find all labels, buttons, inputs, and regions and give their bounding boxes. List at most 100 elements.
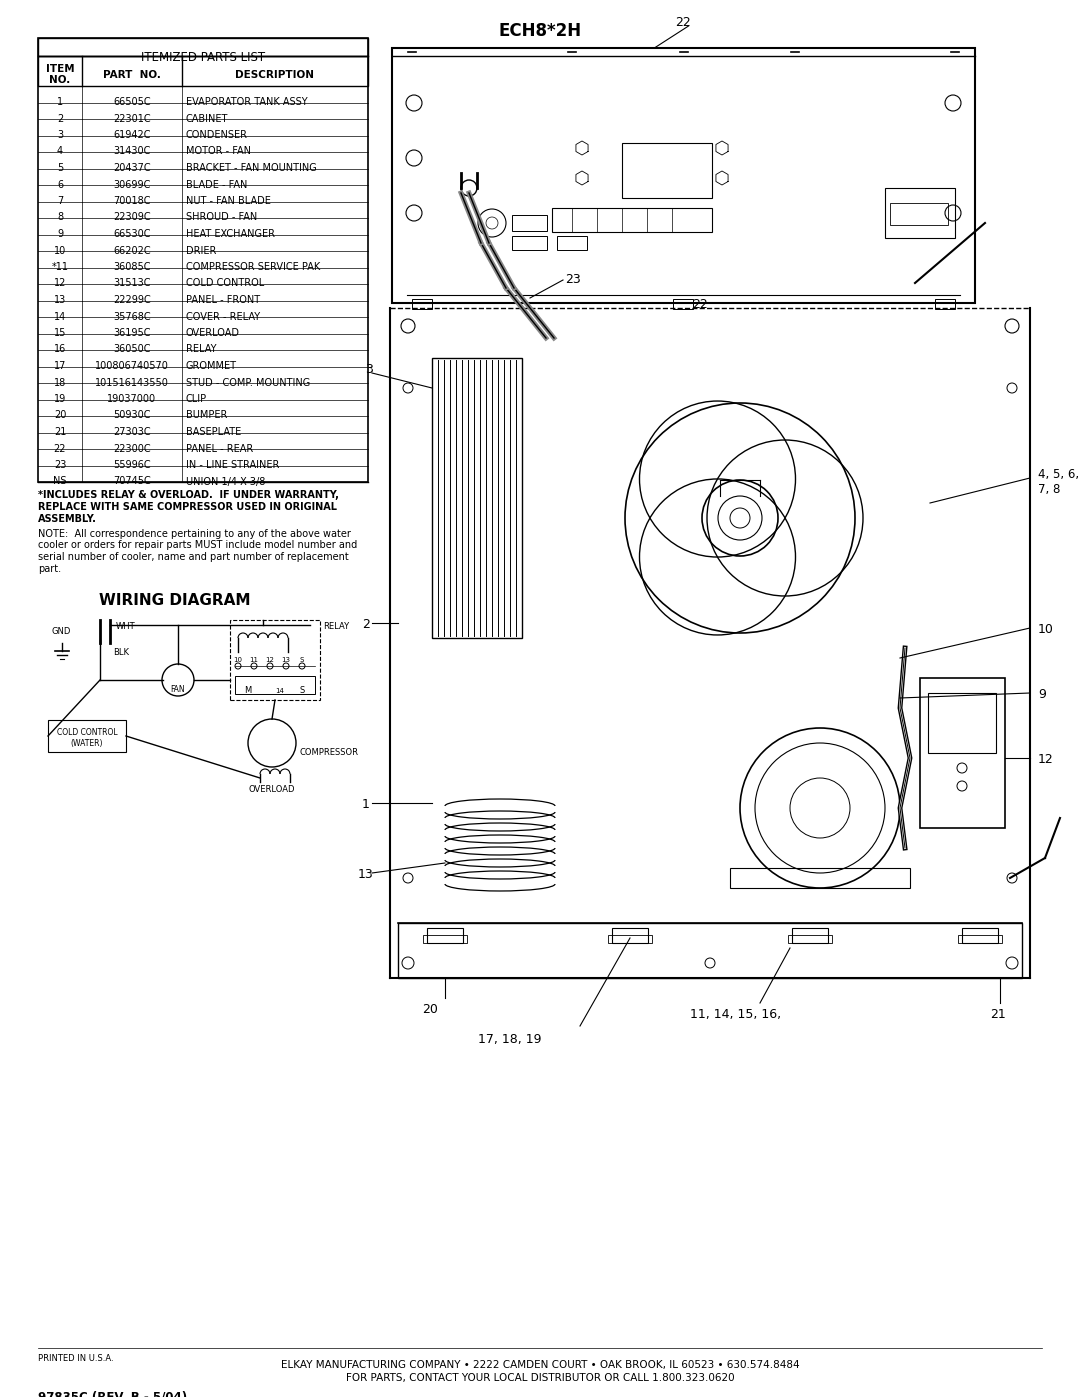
Text: 14: 14 [275,687,284,694]
Text: 12: 12 [54,278,66,289]
Bar [612,928,648,943]
Bar [962,928,998,943]
Text: 50930C: 50930C [113,411,151,420]
Text: 31513C: 31513C [113,278,151,289]
Text: BUMPER: BUMPER [186,411,228,420]
Text: EVAPORATOR TANK ASSY: EVAPORATOR TANK ASSY [186,96,308,108]
Text: STUD - COMP. MOUNTING: STUD - COMP. MOUNTING [186,377,310,387]
Text: 19037000: 19037000 [107,394,157,404]
Bar [512,236,546,250]
Text: REPLACE WITH SAME COMPRESSOR USED IN ORIGINAL: REPLACE WITH SAME COMPRESSOR USED IN ORI… [38,502,337,511]
Text: 22300C: 22300C [113,443,151,454]
Text: BLADE - FAN: BLADE - FAN [186,179,247,190]
Bar [622,142,712,198]
Text: FOR PARTS, CONTACT YOUR LOCAL DISTRIBUTOR OR CALL 1.800.323.0620: FOR PARTS, CONTACT YOUR LOCAL DISTRIBUTO… [346,1373,734,1383]
Text: S: S [300,657,305,664]
Text: 70745C: 70745C [113,476,151,486]
Text: 21: 21 [990,1009,1005,1021]
Text: BRACKET - FAN MOUNTING: BRACKET - FAN MOUNTING [186,163,316,173]
Text: NUT - FAN BLADE: NUT - FAN BLADE [186,196,271,205]
Text: IN - LINE STRAINER: IN - LINE STRAINER [186,460,280,469]
Bar [512,215,546,231]
Text: part.: part. [38,563,62,574]
Text: 66530C: 66530C [113,229,151,239]
Text: COMPRESSOR: COMPRESSOR [299,747,357,757]
Text: 15: 15 [54,328,66,338]
Text: 22: 22 [676,15,691,29]
Text: 61942C: 61942C [113,130,151,140]
Bar [788,935,832,943]
Text: 7, 8: 7, 8 [1038,483,1061,496]
Text: 22: 22 [692,298,707,312]
Text: 11: 11 [249,657,258,664]
Text: 6: 6 [57,179,63,190]
Bar [935,299,955,309]
Text: *INCLUDES RELAY & OVERLOAD.  IF UNDER WARRANTY,: *INCLUDES RELAY & OVERLOAD. IF UNDER WAR… [38,490,339,500]
Bar [423,935,467,943]
Bar [411,299,432,309]
Text: 30699C: 30699C [113,179,151,190]
Text: S: S [299,686,305,694]
Text: 4: 4 [57,147,63,156]
Text: 9: 9 [57,229,63,239]
Text: 1: 1 [362,798,369,812]
Text: 66202C: 66202C [113,246,151,256]
Text: RELAY: RELAY [186,345,216,355]
Text: GND: GND [52,627,71,636]
Bar [48,719,126,752]
Text: MOTOR - FAN: MOTOR - FAN [186,147,251,156]
Bar [890,203,948,225]
Bar [230,620,320,700]
Text: UNION 1/4 X 3/8: UNION 1/4 X 3/8 [186,476,266,486]
Text: 31430C: 31430C [113,147,151,156]
Text: 20437C: 20437C [113,163,151,173]
Text: GROMMET: GROMMET [186,360,237,372]
Text: 23: 23 [54,460,66,469]
Text: 55996C: 55996C [113,460,151,469]
Text: PART  NO.: PART NO. [103,70,161,80]
Bar [38,38,368,482]
Text: 18: 18 [54,377,66,387]
Text: 22301C: 22301C [113,113,151,123]
Text: 8: 8 [57,212,63,222]
Text: DRIER: DRIER [186,246,216,256]
Text: 2: 2 [362,617,369,631]
Text: ELKAY MANUFACTURING COMPANY • 2222 CAMDEN COURT • OAK BROOK, IL 60523 • 630.574.: ELKAY MANUFACTURING COMPANY • 2222 CAMDE… [281,1361,799,1370]
Text: serial number of cooler, name and part number of replacement: serial number of cooler, name and part n… [38,552,349,562]
Text: 17, 18, 19: 17, 18, 19 [478,1032,542,1046]
Text: 20: 20 [54,411,66,420]
Text: cooler or orders for repair parts MUST include model number and: cooler or orders for repair parts MUST i… [38,541,357,550]
Text: CABINET: CABINET [186,113,228,123]
Text: 10: 10 [54,246,66,256]
Text: OVERLOAD: OVERLOAD [248,785,295,793]
Text: DESCRIPTION: DESCRIPTION [235,70,314,80]
Text: 66505C: 66505C [113,96,151,108]
Text: ITEM: ITEM [45,64,75,74]
Text: 19: 19 [54,394,66,404]
Text: HEAT EXCHANGER: HEAT EXCHANGER [186,229,275,239]
Text: CLIP: CLIP [186,394,207,404]
Text: M: M [244,686,252,694]
Text: (WATER): (WATER) [71,739,104,747]
Text: PANEL - FRONT: PANEL - FRONT [186,295,260,305]
Text: BASEPLATE: BASEPLATE [186,427,241,437]
Text: 1: 1 [57,96,63,108]
Text: 35768C: 35768C [113,312,151,321]
Text: COLD CONTROL: COLD CONTROL [56,728,118,738]
Bar [928,693,996,753]
Text: 5: 5 [57,163,63,173]
Text: WIRING DIAGRAM: WIRING DIAGRAM [99,592,251,608]
Text: RELAY: RELAY [323,622,349,631]
Text: 3: 3 [365,363,373,376]
Bar [673,299,693,309]
Text: 36085C: 36085C [113,263,151,272]
Text: 13: 13 [54,295,66,305]
Text: 101516143550: 101516143550 [95,377,168,387]
Text: 20: 20 [422,1003,437,1016]
Bar [730,868,910,888]
Text: 4, 5, 6,: 4, 5, 6, [1038,468,1079,481]
Text: ITEMIZED PARTS LIST: ITEMIZED PARTS LIST [140,52,265,64]
Bar [920,678,1005,828]
Text: 16: 16 [54,345,66,355]
Text: 12: 12 [266,657,274,664]
